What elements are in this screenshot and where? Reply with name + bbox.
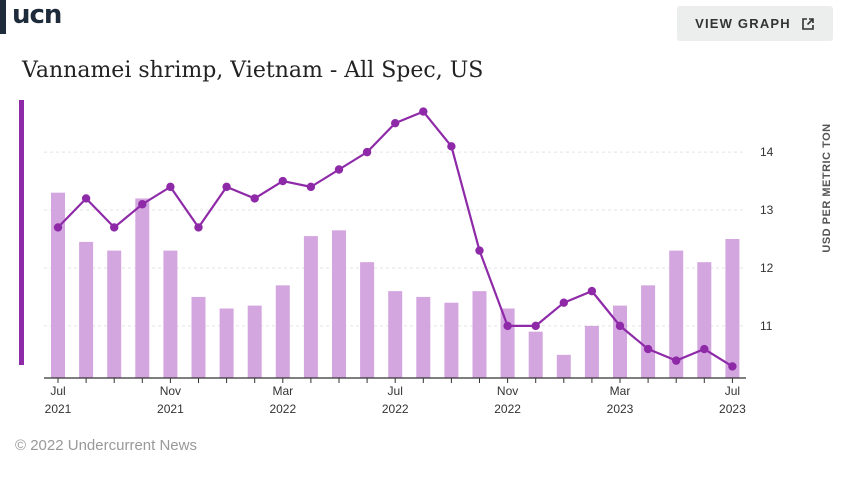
x-tick-label-year: 2021 [45, 402, 72, 416]
line-point [53, 223, 63, 232]
line-point [110, 223, 119, 232]
bar [613, 305, 627, 378]
line-point [615, 321, 625, 331]
line-point [250, 194, 259, 203]
bar [388, 291, 403, 378]
line-point [138, 200, 147, 209]
bar [416, 296, 431, 378]
y-tick-label: 13 [760, 203, 774, 217]
bar [247, 305, 262, 378]
bar [332, 230, 346, 378]
line-point [222, 182, 231, 192]
accent-bar [19, 100, 24, 365]
line-point [503, 321, 512, 331]
x-tick-label-year: 2022 [382, 402, 409, 416]
line-point [475, 246, 484, 255]
bar [191, 296, 206, 378]
bar [303, 236, 318, 378]
bar [697, 262, 712, 378]
bar [51, 192, 65, 378]
line-point [391, 118, 400, 128]
x-tick-label-month: Mar [610, 384, 631, 398]
bar [163, 250, 178, 378]
external-link-icon [801, 17, 815, 31]
bar [219, 308, 234, 378]
bar [641, 285, 656, 378]
chart: 11 12 13 14 USD PER METRIC TON Jul 2021 Nov 2021… [44, 107, 833, 416]
credit: © 2022 Undercurrent News [15, 437, 197, 454]
y-tick-label: 12 [760, 261, 774, 275]
bar [360, 262, 375, 378]
line-point [559, 298, 568, 307]
line-point [728, 362, 737, 371]
logo-mark [0, 0, 6, 34]
bar [556, 354, 571, 378]
bar [500, 308, 515, 378]
x-tick-label-year: 2022 [494, 402, 521, 416]
line-point [81, 194, 91, 203]
line-point [166, 182, 175, 192]
bar [444, 302, 459, 378]
line-point [194, 223, 203, 232]
line-point [419, 107, 428, 116]
bar [79, 241, 94, 378]
bar [472, 291, 487, 378]
line-point [672, 356, 681, 365]
view-graph-label: VIEW GRAPH [695, 16, 791, 31]
y-axis-label: USD PER METRIC TON [821, 123, 833, 252]
line-point [278, 176, 287, 186]
line-point [587, 286, 597, 296]
bar [725, 239, 740, 378]
x-tick-label-month: Nov [497, 384, 518, 398]
y-tick-label: 11 [760, 319, 773, 333]
bar [528, 331, 543, 378]
bar [584, 325, 599, 378]
line-point [334, 165, 344, 174]
x-tick-label-month: Mar [272, 384, 293, 398]
x-tick-label-month: Nov [160, 384, 181, 398]
bar [135, 198, 150, 378]
x-tick-label-month: Jul [725, 384, 740, 398]
line-point [362, 147, 372, 157]
bar [107, 250, 122, 378]
chart-title: Vannamei shrimp, Vietnam - All Spec, US [22, 58, 484, 83]
y-tick-label: 14 [760, 145, 774, 159]
view-graph-button[interactable]: VIEW GRAPH [677, 6, 833, 41]
bar [669, 250, 684, 378]
line-point [306, 182, 316, 192]
x-tick-label-year: 2023 [607, 402, 634, 416]
x-tick-label-year: 2023 [719, 402, 746, 416]
line-point [700, 344, 709, 354]
x-tick-label-month: Jul [388, 384, 403, 398]
bar [275, 285, 290, 378]
line-point [643, 344, 653, 354]
x-tick-label-year: 2022 [269, 402, 296, 416]
logo: ucn [12, 0, 62, 30]
x-tick-label-month: Jul [50, 384, 65, 398]
line-point [447, 142, 456, 151]
line-point [531, 321, 540, 331]
x-tick-label-year: 2021 [157, 402, 184, 416]
